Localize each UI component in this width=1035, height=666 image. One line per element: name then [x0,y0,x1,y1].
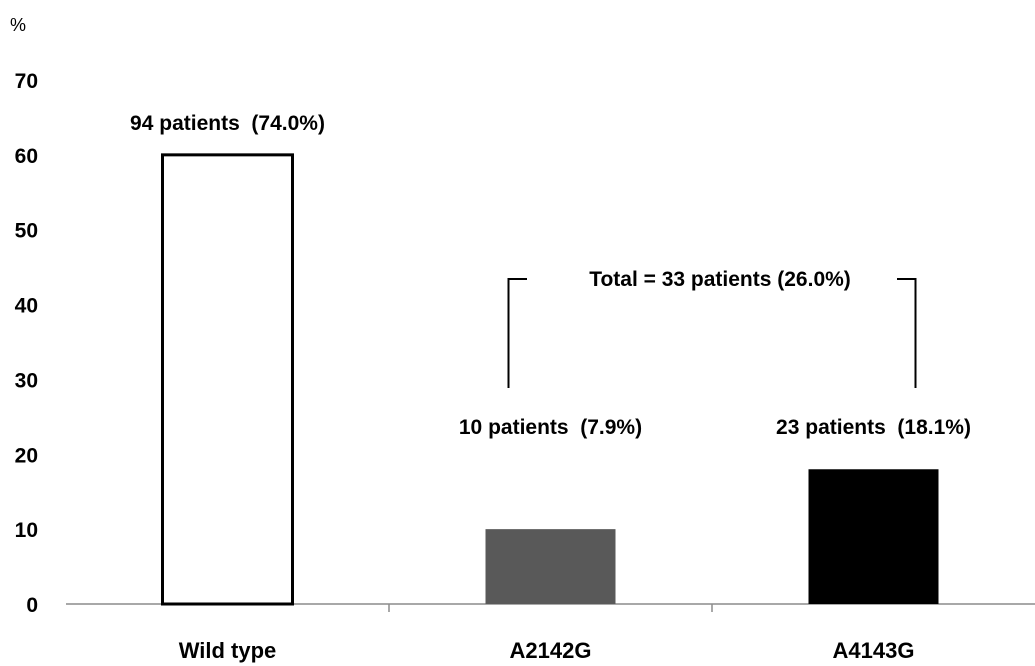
y-tick-label: 10 [15,519,38,542]
y-axis-unit-label: % [10,15,26,35]
y-tick-label: 0 [26,594,38,617]
bracket-left [507,278,527,388]
data-label: 10 patients (7.9%) [459,416,642,439]
y-axis: 0 10 20 30 40 50 60 70 [15,70,38,617]
data-label: 23 patients (18.1%) [776,416,971,439]
y-tick-label: 20 [15,444,38,467]
y-tick-label: 70 [15,70,38,93]
y-tick-label: 40 [15,295,38,318]
x-category-label: A4143G [833,638,915,663]
data-label: 94 patients (74.0%) [130,112,325,135]
x-category-label: Wild type [179,638,277,663]
data-labels: 94 patients (74.0%) 10 patients (7.9%) 23 … [130,112,971,439]
bar-wild-type [161,153,294,606]
x-axis: Wild type A2142G A4143G [66,603,1035,663]
bar-a2142g [485,529,616,604]
bar-a4143g [808,469,939,604]
bars [161,153,939,606]
x-category-label: A2142G [510,638,592,663]
total-annotation-label: Total = 33 patients (26.0%) [589,268,851,291]
y-tick-label: 30 [15,369,38,392]
total-annotation: Total = 33 patients (26.0%) [507,268,917,388]
y-tick-label: 50 [15,220,38,243]
y-tick-label: 60 [15,145,38,168]
bracket-right [897,278,917,388]
